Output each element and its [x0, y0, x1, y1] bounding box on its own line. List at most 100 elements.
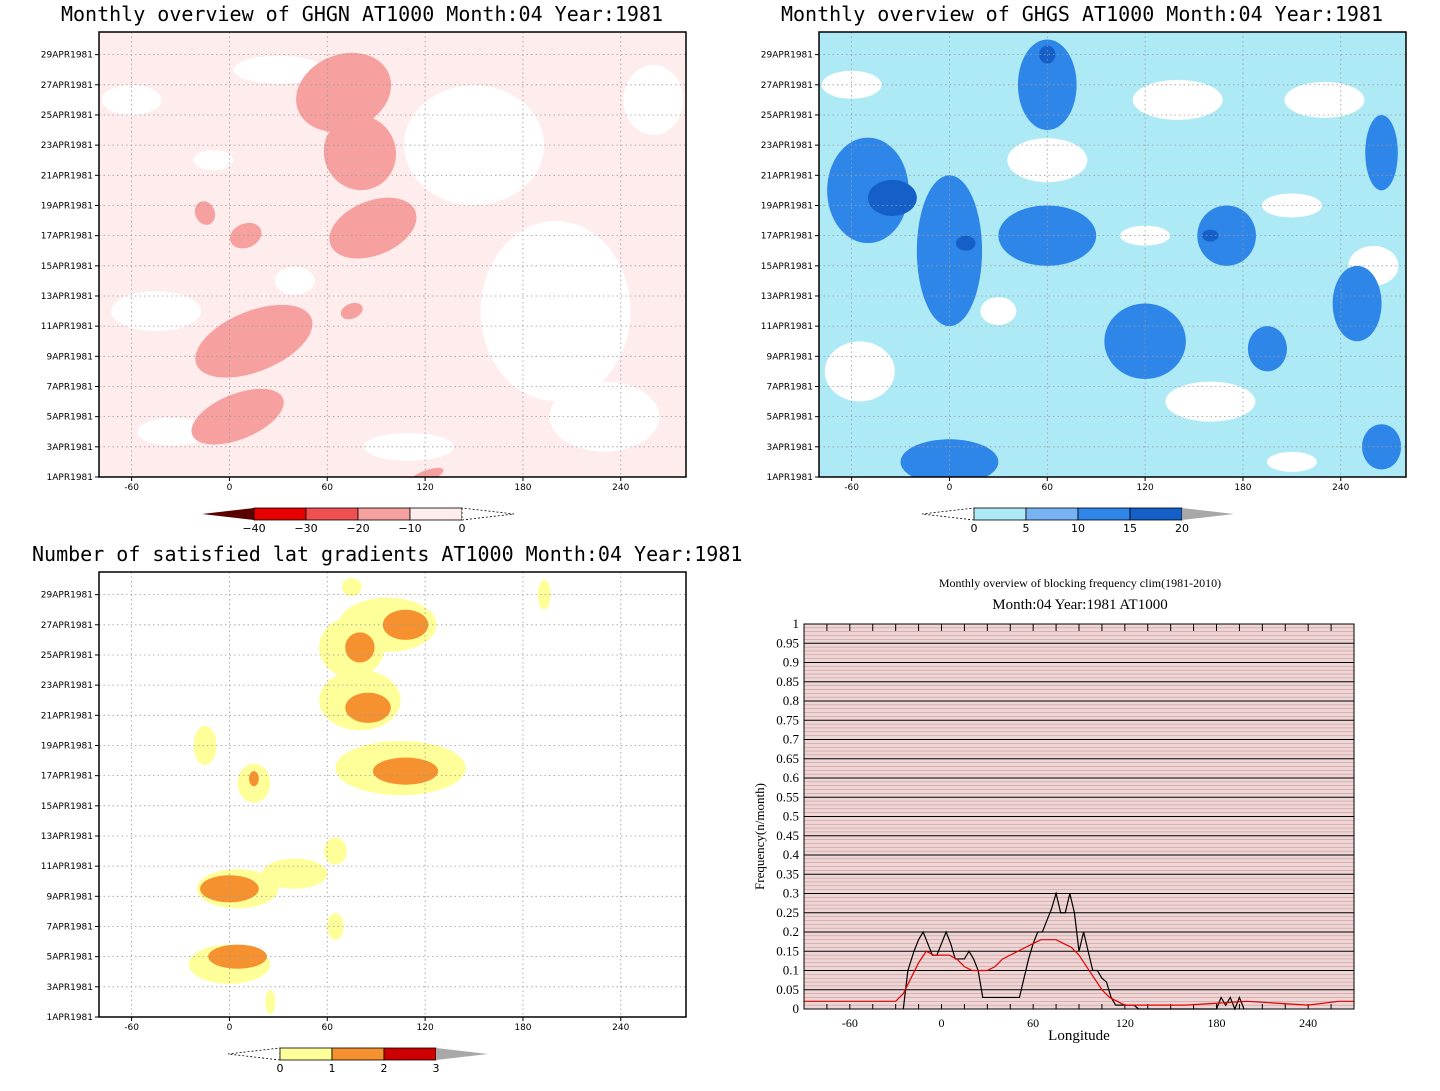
y-tick-label: 0.6: [783, 770, 800, 785]
plot-frame: [98, 31, 687, 478]
x-tick-label: 120: [417, 1023, 434, 1033]
x-tick-label: 180: [514, 1023, 531, 1033]
y-tick-label: 1APR1981: [47, 1013, 93, 1023]
x-tick-label: 180: [514, 483, 531, 493]
colorbar-label: 1: [329, 1062, 336, 1075]
plot-frame: [818, 31, 1407, 478]
y-tick-label: 0.05: [776, 982, 799, 997]
y-tick-label: 1APR1981: [767, 473, 813, 483]
field-blob: [329, 197, 417, 259]
colorbar-end: [461, 507, 515, 521]
field-blob: [208, 944, 267, 969]
y-tick-label: 0.7: [783, 732, 800, 747]
field-blob: [324, 837, 347, 865]
field-blob: [1332, 265, 1382, 342]
y-tick-label: 0.85: [776, 674, 799, 689]
colorbar-label: −10: [398, 522, 421, 535]
field-gap: [193, 150, 234, 171]
x-tick-label: 240: [612, 483, 629, 493]
colorbar-box: [279, 1047, 333, 1061]
x-tick-label: 240: [1332, 483, 1349, 493]
field-blob: [345, 632, 375, 663]
field-gap: [111, 291, 202, 332]
field-gap: [623, 64, 684, 135]
field-gap: [824, 341, 895, 402]
x-tick-label: -60: [844, 483, 859, 493]
x-tick-label: 120: [417, 483, 434, 493]
x-tick-label: 0: [939, 1016, 945, 1030]
colorbar-label: 5: [1023, 522, 1030, 535]
field-blob: [1247, 326, 1287, 372]
field-blob: [195, 304, 313, 378]
field-blob: [193, 725, 217, 766]
field-blob: [327, 912, 344, 941]
y-tick-label: 13APR1981: [41, 832, 93, 842]
y-tick-label: 0.3: [783, 886, 799, 901]
x-tick-label: 240: [612, 1023, 629, 1033]
y-tick-label: 9APR1981: [767, 352, 813, 362]
ghgs-panel: Monthly overview of GHGS AT1000 Month:04…: [720, 0, 1440, 545]
x-tick-label: 240: [1299, 1016, 1317, 1030]
ghgs-title: Monthly overview of GHGS AT1000 Month:04…: [780, 2, 1384, 26]
colorbar-box: [253, 507, 307, 521]
field-blob: [1017, 39, 1077, 131]
colorbar-label: 20: [1175, 522, 1189, 535]
field-gap: [980, 297, 1017, 326]
y-tick-label: 15APR1981: [761, 262, 813, 272]
y-tick-label: 1APR1981: [47, 473, 93, 483]
field-blob: [262, 858, 328, 889]
y-tick-label: 11APR1981: [761, 322, 813, 332]
x-tick-label: 0: [947, 483, 953, 493]
field-blob: [340, 302, 363, 320]
frequency-line-chart: 0 0.05 0.1 0.15 0.2 0.25 0.3 0.35 0.4 0.45 0.5 0.55…: [752, 616, 1355, 1044]
grid: [99, 572, 686, 1018]
gradients-panel: Number of satisfied lat gradients AT1000…: [0, 540, 742, 1091]
field-blob: [916, 175, 983, 327]
y-tick-label: 23APR1981: [761, 141, 813, 151]
field-blob: [191, 388, 284, 445]
x-tick-label: -60: [842, 1016, 858, 1030]
colorbar-end: [227, 1047, 281, 1061]
y-tick-label: 19APR1981: [41, 201, 93, 211]
field-blob: [296, 52, 392, 132]
y-tick-label: 13APR1981: [761, 292, 813, 302]
colorbar-end: [436, 1048, 488, 1060]
field-blob: [955, 235, 976, 251]
field-gap: [1007, 138, 1088, 183]
colorbar-box: [409, 507, 463, 521]
field-blob: [537, 579, 551, 610]
y-tick-label: 9APR1981: [47, 352, 93, 362]
x-tick-label: -60: [124, 483, 139, 493]
ghgs-heatmap: 1APR1981 3APR1981 5APR1981 7APR1981 9APR1981…: [761, 31, 1407, 535]
y-tick-label: 29APR1981: [761, 51, 813, 61]
y-tick-label: 3APR1981: [47, 983, 93, 993]
x-tick-label: 120: [1116, 1016, 1134, 1030]
y-tick-label: 19APR1981: [761, 201, 813, 211]
x-tick-label: 60: [1027, 1016, 1039, 1030]
y-tick-label: 25APR1981: [41, 651, 93, 661]
y-tick-label: 0.75: [776, 712, 799, 727]
field-blob: [1365, 114, 1398, 191]
series-line-red: [804, 939, 1354, 1006]
field-gap: [363, 432, 454, 461]
colorbar: [921, 507, 1234, 521]
y-tick-label: 17APR1981: [41, 772, 93, 782]
field-blob: [827, 137, 909, 244]
colorbar-label: −40: [242, 522, 265, 535]
colorbar-box: [331, 1047, 385, 1061]
y-tick-label: 5APR1981: [47, 953, 93, 963]
colorbar-label: 15: [1123, 522, 1137, 535]
field-blob: [1202, 229, 1219, 242]
field-layer: [188, 578, 551, 1014]
x-tick-label: 60: [322, 1023, 334, 1033]
colorbar-end: [1182, 508, 1234, 520]
y-tick-label: 23APR1981: [41, 681, 93, 691]
y-tick-label: 27APR1981: [41, 81, 93, 91]
gradients-heatmap: 1APR1981 3APR1981 5APR1981 7APR1981 9APR1981…: [41, 571, 687, 1075]
colorbar-box: [1077, 507, 1131, 521]
colorbar-box: [305, 507, 359, 521]
colorbar-box: [383, 1047, 437, 1061]
ghgn-heatmap: 1APR1981 3APR1981 5APR1981 7APR1981 9APR1981…: [41, 31, 687, 535]
field-blob: [194, 201, 216, 225]
field-blob: [229, 222, 262, 249]
